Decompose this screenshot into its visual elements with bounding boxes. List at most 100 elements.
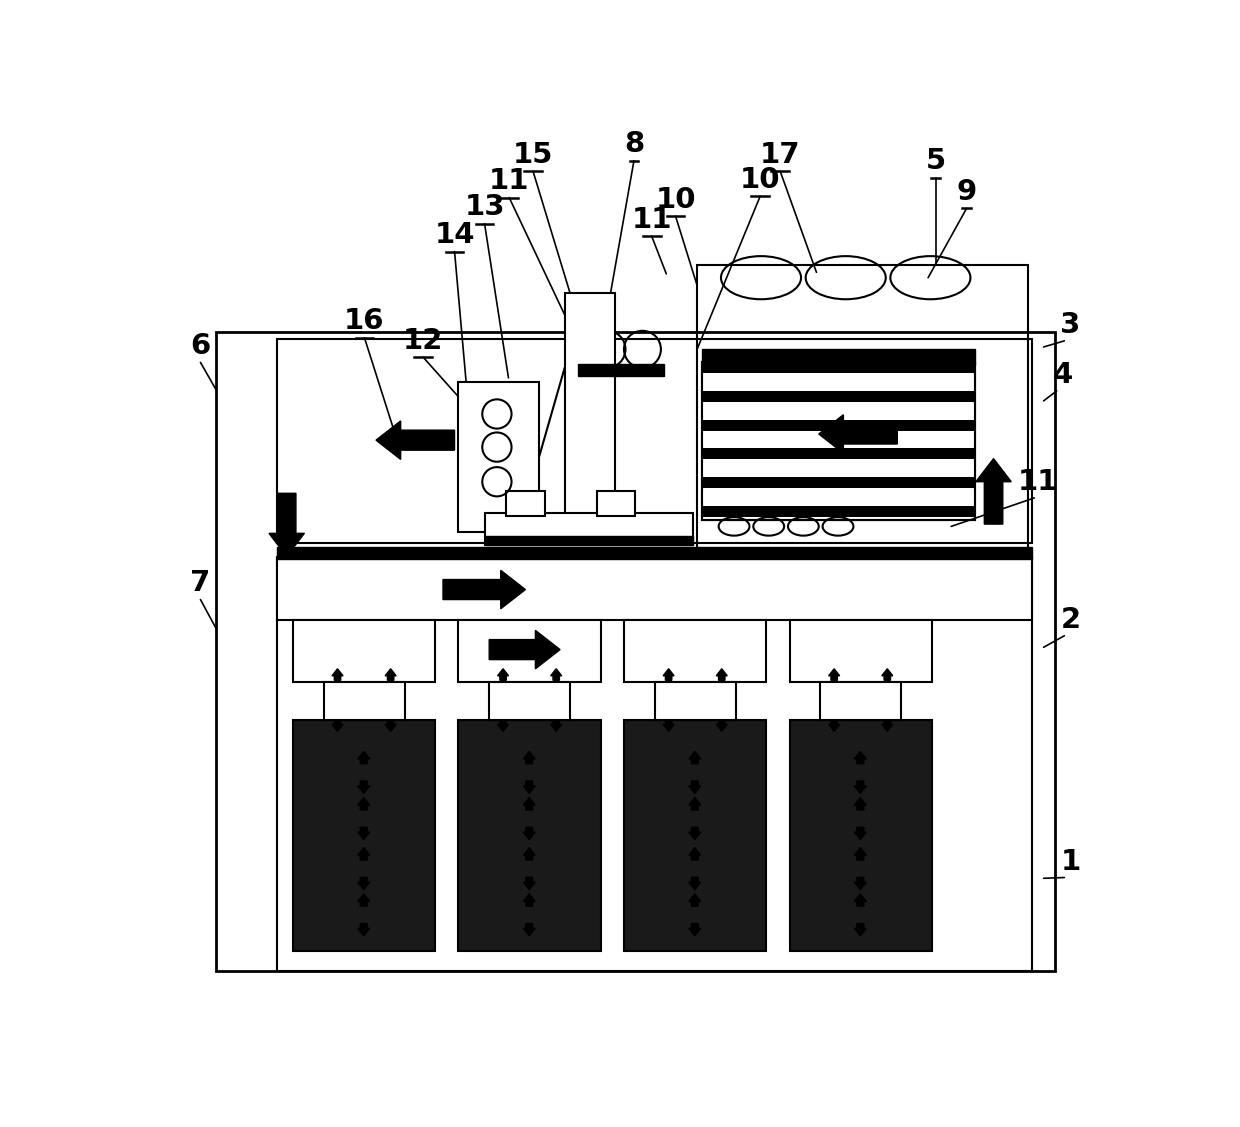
Text: 9: 9	[956, 178, 977, 206]
Bar	[564, 293, 615, 535]
Polygon shape	[443, 570, 526, 609]
Polygon shape	[358, 827, 370, 840]
Bar	[578, 364, 663, 376]
Polygon shape	[882, 720, 893, 731]
Polygon shape	[828, 668, 839, 681]
Text: 3: 3	[1060, 311, 1081, 339]
Polygon shape	[854, 894, 867, 906]
Bar	[702, 506, 975, 516]
Polygon shape	[689, 877, 701, 889]
Text: 6: 6	[190, 332, 211, 361]
Polygon shape	[689, 894, 701, 906]
Text: 5: 5	[926, 148, 946, 176]
Polygon shape	[663, 720, 675, 731]
Polygon shape	[976, 459, 1012, 524]
Bar	[278, 557, 1032, 970]
Bar	[702, 419, 975, 431]
Polygon shape	[689, 827, 701, 840]
Polygon shape	[828, 720, 839, 731]
Bar	[293, 720, 435, 951]
Bar	[624, 720, 766, 951]
Polygon shape	[523, 752, 536, 764]
Polygon shape	[358, 848, 370, 860]
Text: 16: 16	[345, 308, 384, 336]
Bar	[702, 363, 975, 521]
Bar	[506, 491, 544, 516]
Polygon shape	[358, 798, 370, 810]
Polygon shape	[386, 720, 396, 731]
Polygon shape	[358, 752, 370, 764]
Bar	[702, 477, 975, 488]
Polygon shape	[717, 720, 727, 731]
Bar	[278, 557, 1032, 620]
Polygon shape	[523, 848, 536, 860]
Text: 2: 2	[1060, 606, 1080, 635]
Bar	[624, 620, 766, 682]
Polygon shape	[854, 798, 867, 810]
Bar	[702, 349, 975, 365]
Bar	[485, 513, 693, 544]
Polygon shape	[386, 668, 396, 681]
Bar	[490, 682, 570, 720]
Polygon shape	[523, 827, 536, 840]
Bar	[702, 363, 975, 521]
Bar	[293, 620, 435, 682]
Polygon shape	[523, 798, 536, 810]
Polygon shape	[497, 720, 508, 731]
Bar	[702, 491, 975, 503]
Bar	[702, 449, 975, 460]
Polygon shape	[882, 668, 893, 681]
Bar	[459, 620, 601, 682]
Polygon shape	[332, 720, 343, 731]
Polygon shape	[358, 923, 370, 935]
Polygon shape	[523, 894, 536, 906]
Polygon shape	[854, 781, 867, 793]
Text: 4: 4	[1053, 362, 1073, 389]
Bar	[459, 382, 539, 532]
Bar	[702, 406, 975, 416]
Polygon shape	[376, 420, 455, 460]
Text: 8: 8	[624, 131, 644, 158]
Bar	[790, 620, 932, 682]
Bar	[697, 265, 1028, 550]
Polygon shape	[551, 720, 562, 731]
Text: 10: 10	[740, 166, 780, 194]
Polygon shape	[523, 781, 536, 793]
Polygon shape	[689, 798, 701, 810]
Text: 13: 13	[464, 194, 505, 222]
Polygon shape	[854, 877, 867, 889]
Polygon shape	[332, 668, 343, 681]
Polygon shape	[689, 848, 701, 860]
Bar	[702, 376, 975, 388]
Text: 15: 15	[513, 141, 553, 169]
Bar	[702, 363, 975, 373]
Polygon shape	[663, 668, 675, 681]
Text: 12: 12	[403, 327, 443, 355]
Text: 11: 11	[489, 167, 529, 195]
Polygon shape	[818, 415, 898, 453]
Bar	[702, 391, 975, 402]
Bar	[596, 491, 635, 516]
Text: 10: 10	[655, 186, 696, 214]
Bar	[655, 682, 735, 720]
Polygon shape	[689, 923, 701, 935]
Text: 11: 11	[1018, 468, 1059, 496]
Polygon shape	[497, 668, 508, 681]
Polygon shape	[551, 668, 562, 681]
Polygon shape	[269, 494, 304, 557]
Bar	[278, 339, 1032, 543]
Bar	[278, 548, 1032, 559]
Bar	[324, 682, 404, 720]
Polygon shape	[717, 668, 727, 681]
Polygon shape	[854, 848, 867, 860]
Text: 14: 14	[434, 221, 475, 249]
Bar	[702, 434, 975, 445]
Text: 11: 11	[631, 206, 672, 233]
Bar	[459, 720, 601, 951]
Text: 7: 7	[190, 569, 211, 597]
Bar	[216, 331, 1055, 970]
Bar	[485, 535, 693, 544]
Polygon shape	[358, 877, 370, 889]
Bar	[702, 463, 975, 473]
Polygon shape	[854, 827, 867, 840]
